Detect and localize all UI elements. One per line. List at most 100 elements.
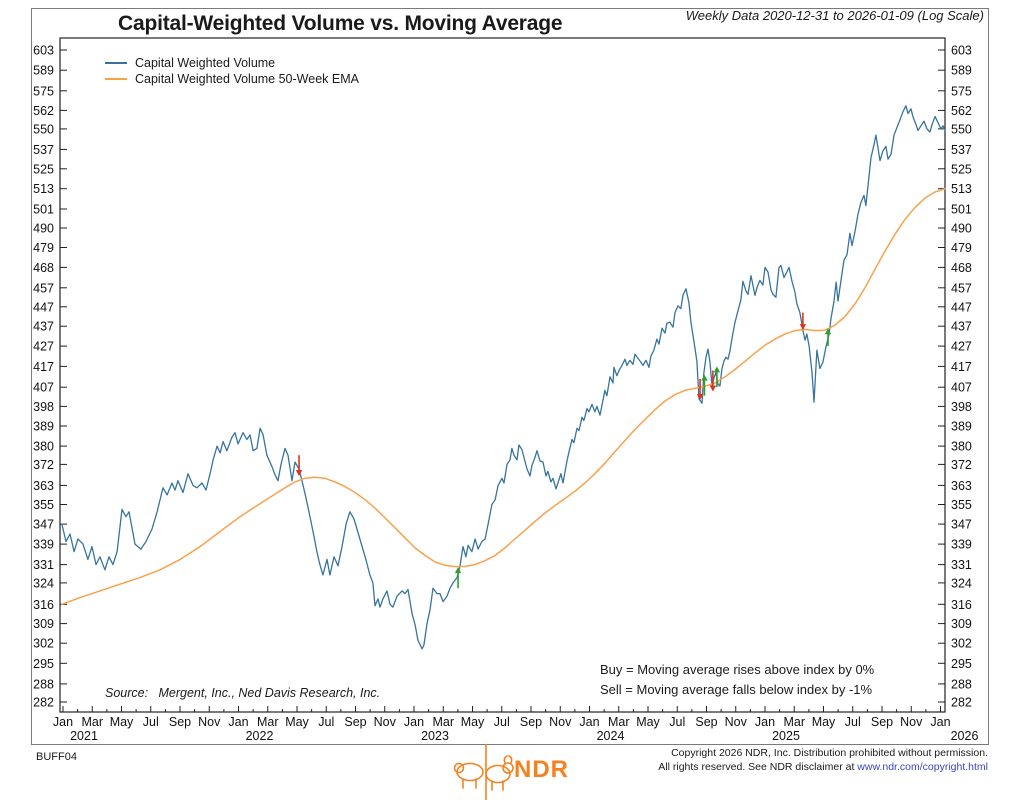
x-month-label: Sep — [344, 715, 366, 729]
buy-signal-arrow-head-icon — [713, 366, 721, 373]
y-axis-label-right: 457 — [951, 281, 972, 295]
x-month-label: Mar — [608, 715, 630, 729]
disclaimer-link[interactable]: www.ndr.com/copyright.html — [857, 761, 988, 773]
y-axis-label-left: 302 — [33, 637, 54, 651]
chart-outer-frame — [31, 8, 989, 745]
volume-line — [61, 105, 946, 650]
y-axis-label-right: 562 — [951, 104, 972, 118]
sell-signal-arrow-head-icon — [696, 393, 704, 400]
y-axis-label-right: 363 — [951, 479, 972, 493]
y-axis-label-right: 324 — [951, 576, 972, 590]
y-axis-label-right: 447 — [951, 300, 972, 314]
y-axis-label-left: 282 — [33, 696, 54, 710]
y-axis-label-left: 347 — [33, 518, 54, 532]
x-month-label: Jul — [494, 715, 510, 729]
y-axis-label-left: 437 — [33, 320, 54, 334]
ema-line — [61, 187, 946, 606]
legend-label-volume: Capital Weighted Volume — [135, 56, 276, 70]
x-month-label: Jul — [143, 715, 159, 729]
y-axis-label-left: 603 — [33, 44, 54, 58]
x-month-label: May — [110, 715, 134, 729]
x-month-label: Jul — [318, 715, 334, 729]
y-axis-label-right: 331 — [951, 558, 972, 572]
plot-frame — [59, 37, 946, 713]
buy-definition-note: Buy = Moving average rises above index b… — [600, 662, 875, 677]
x-month-label: Nov — [374, 715, 397, 729]
y-axis-label-right: 339 — [951, 538, 972, 552]
y-axis-label-right: 407 — [951, 381, 972, 395]
chart-legend: Capital Weighted Volume Capital Weighted… — [105, 55, 359, 87]
x-month-label: Nov — [725, 715, 748, 729]
footer-copyright: Copyright 2026 NDR, Inc. Distribution pr… — [658, 746, 988, 774]
y-axis-label-right: 513 — [951, 182, 972, 196]
y-axis-label-left: 550 — [33, 122, 54, 136]
y-axis-label-left: 575 — [33, 84, 54, 98]
y-axis-label-right: 380 — [951, 440, 972, 454]
y-axis-label-left: 562 — [33, 104, 54, 118]
x-year-label: 2021 — [70, 729, 98, 743]
ema-line-swatch-icon — [105, 78, 127, 80]
y-axis-label-right: 525 — [951, 162, 972, 176]
x-month-label: Mar — [432, 715, 454, 729]
y-axis-label-right: 282 — [951, 696, 972, 710]
y-axis-label-right: 417 — [951, 360, 972, 374]
y-axis-label-left: 490 — [33, 222, 54, 236]
y-axis-label-left: 398 — [33, 400, 54, 414]
y-axis-label-left: 537 — [33, 143, 54, 157]
y-axis-label-right: 550 — [951, 122, 972, 136]
sell-definition-note: Sell = Moving average falls below index … — [600, 682, 873, 697]
y-axis-label-left: 513 — [33, 182, 54, 196]
y-axis-label-right: 437 — [951, 320, 972, 334]
y-axis-label-right: 288 — [951, 677, 972, 691]
x-month-label: Jan — [930, 715, 950, 729]
y-axis-label-right: 302 — [951, 637, 972, 651]
y-axis-label-left: 288 — [33, 677, 54, 691]
x-month-label: Jan — [755, 715, 775, 729]
chart-title: Capital-Weighted Volume vs. Moving Avera… — [118, 12, 563, 35]
legend-item-ema: Capital Weighted Volume 50-Week EMA — [105, 71, 359, 87]
x-month-label: Nov — [198, 715, 221, 729]
y-axis-label-left: 372 — [33, 458, 54, 472]
y-axis-label-right: 347 — [951, 518, 972, 532]
y-axis-label-left: 339 — [33, 538, 54, 552]
y-axis-label-right: 490 — [951, 222, 972, 236]
x-month-label: May — [812, 715, 836, 729]
x-month-label: Jul — [845, 715, 861, 729]
x-month-label: Jan — [228, 715, 248, 729]
y-axis-label-right: 537 — [951, 143, 972, 157]
y-axis-label-left: 355 — [33, 498, 54, 512]
y-axis-label-left: 389 — [33, 420, 54, 434]
y-axis-label-right: 355 — [951, 498, 972, 512]
y-axis-label-left: 525 — [33, 162, 54, 176]
volume-line-swatch-icon — [105, 62, 127, 64]
y-axis-label-left: 447 — [33, 300, 54, 314]
x-month-label: Jan — [404, 715, 424, 729]
signal-definition-notes: Buy = Moving average rises above index b… — [600, 660, 874, 700]
buy-signal-arrow-head-icon — [824, 328, 832, 335]
y-axis-label-right: 603 — [951, 44, 972, 58]
buy-signal-arrow-head-icon — [454, 567, 462, 574]
chart-code-label: BUFF04 — [36, 751, 77, 763]
x-month-label: Jan — [579, 715, 599, 729]
x-year-label: 2025 — [772, 729, 800, 743]
y-axis-label-left: 331 — [33, 558, 54, 572]
y-axis-label-right: 468 — [951, 261, 972, 275]
legend-label-ema: Capital Weighted Volume 50-Week EMA — [135, 72, 359, 86]
x-month-label: Nov — [900, 715, 923, 729]
x-year-label: 2022 — [246, 729, 274, 743]
y-axis-label-right: 398 — [951, 400, 972, 414]
y-axis-label-left: 363 — [33, 479, 54, 493]
disclaimer-prefix: All rights reserved. See NDR disclaimer … — [658, 761, 858, 773]
y-axis-label-left: 309 — [33, 617, 54, 631]
y-axis-label-left: 589 — [33, 64, 54, 78]
y-axis-label-right: 389 — [951, 420, 972, 434]
disclaimer-line: All rights reserved. See NDR disclaimer … — [658, 760, 988, 774]
x-month-label: Mar — [783, 715, 805, 729]
chart-subtitle: Weekly Data 2020-12-31 to 2026-01-09 (Lo… — [685, 8, 984, 23]
ndr-logo: NDR — [452, 743, 582, 800]
sell-signal-arrow-head-icon — [295, 469, 303, 476]
y-axis-label-left: 316 — [33, 598, 54, 612]
y-axis-label-right: 316 — [951, 598, 972, 612]
sell-signal-arrow-head-icon — [709, 385, 717, 392]
y-axis-label-right: 427 — [951, 340, 972, 354]
